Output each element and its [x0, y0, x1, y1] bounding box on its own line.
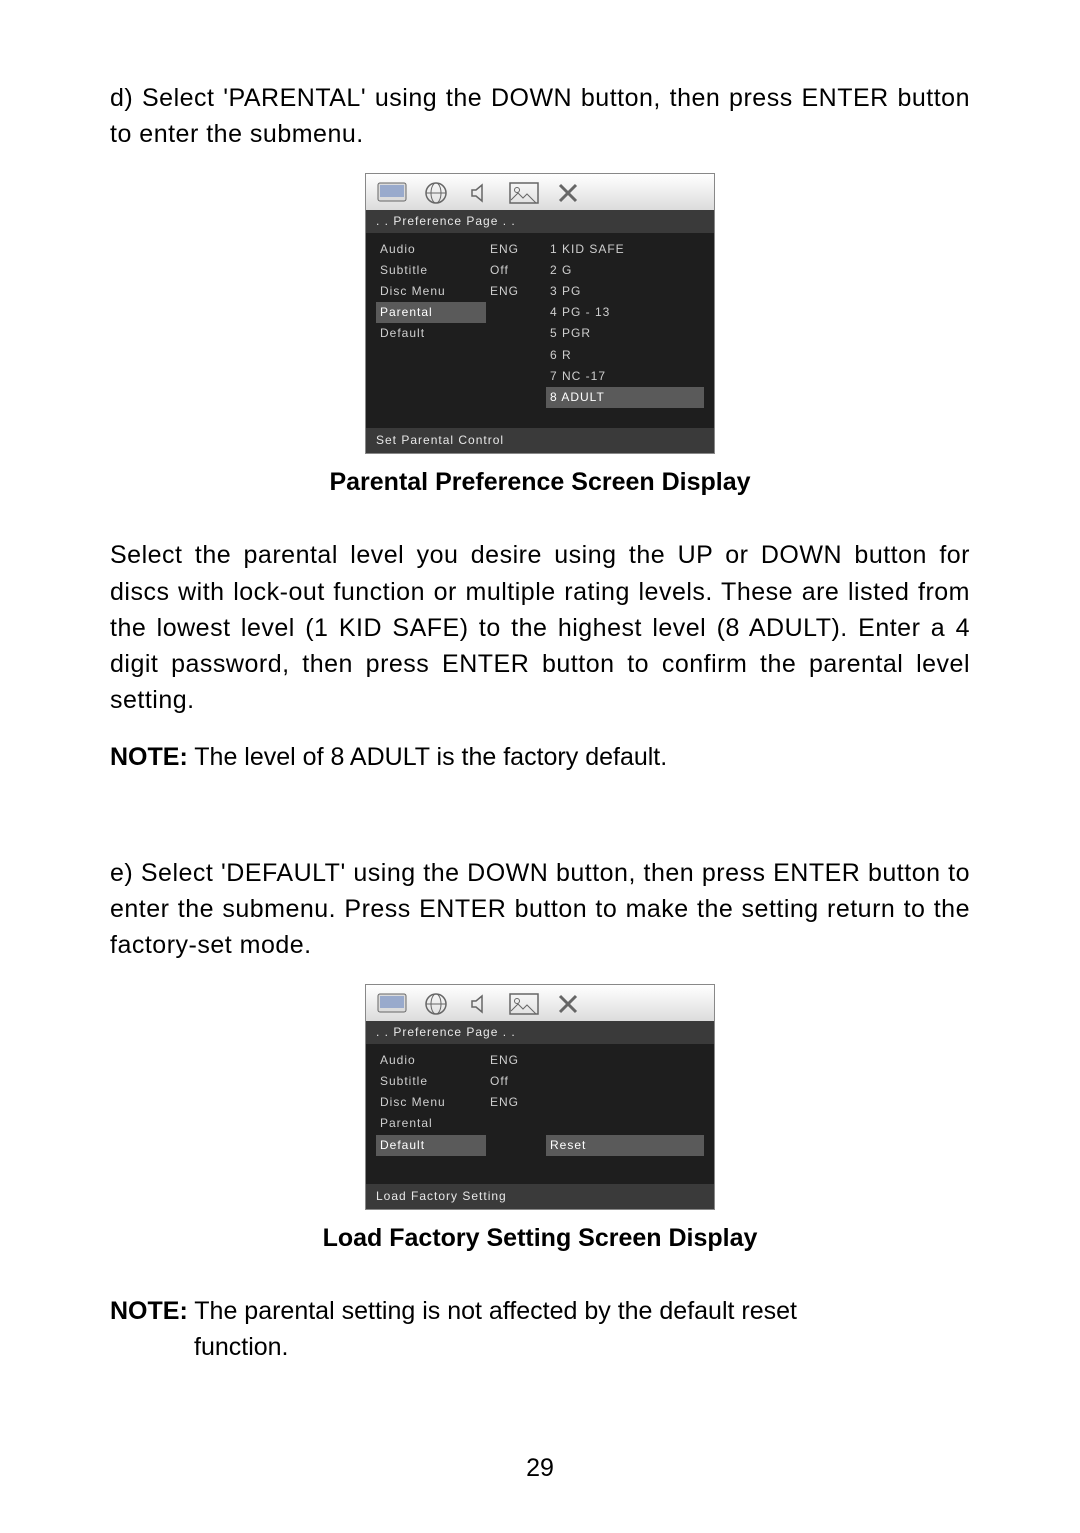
close-icon	[552, 180, 584, 206]
rating-option[interactable]: 2 G	[546, 260, 704, 281]
picture-icon	[508, 180, 540, 206]
caption-1: Parental Preference Screen Display	[110, 468, 970, 497]
screen-icon	[376, 991, 408, 1017]
osd1-body: Audio Subtitle Disc Menu Parental Defaul…	[366, 233, 714, 429]
note-1-text: The level of 8 ADULT is the factory defa…	[188, 743, 667, 771]
osd2-icon-row	[366, 985, 714, 1021]
menu-value: ENG	[486, 239, 546, 260]
osd2-labels-col: Audio Subtitle Disc Menu Parental Defaul…	[376, 1050, 486, 1164]
rating-option-selected[interactable]: 8 ADULT	[546, 387, 704, 408]
menu-value: ENG	[486, 1092, 546, 1113]
reset-option[interactable]: Reset	[546, 1135, 704, 1156]
paragraph-1: Select the parental level you desire usi…	[110, 537, 970, 718]
note-2-label: NOTE:	[110, 1297, 188, 1325]
menu-item[interactable]: Disc Menu	[376, 281, 486, 302]
menu-value	[486, 1115, 546, 1117]
rating-option[interactable]: 4 PG - 13	[546, 302, 704, 323]
menu-item[interactable]: Subtitle	[376, 260, 486, 281]
section-d-text-content: d) Select 'PARENTAL' using the DOWN butt…	[110, 84, 970, 148]
osd1-title: . . Preference Page . .	[366, 210, 714, 233]
globe-icon	[420, 991, 452, 1017]
osd2-body: Audio Subtitle Disc Menu Parental Defaul…	[366, 1044, 714, 1184]
osd2-options-col: Reset	[546, 1050, 704, 1164]
note-2-line2: function.	[110, 1329, 970, 1365]
osd1-status: Set Parental Control	[366, 428, 714, 453]
menu-item[interactable]: Parental	[376, 1113, 486, 1134]
section-e-text-content: e) Select 'DEFAULT' using the DOWN butto…	[110, 859, 970, 960]
rating-option[interactable]: 1 KID SAFE	[546, 239, 704, 260]
osd2-title: . . Preference Page . .	[366, 1021, 714, 1044]
section-e-text: e) Select 'DEFAULT' using the DOWN butto…	[110, 855, 970, 964]
menu-value	[486, 304, 546, 306]
osd1-values-col: ENG Off ENG	[486, 239, 546, 409]
menu-value: Off	[486, 1071, 546, 1092]
rating-option[interactable]: 3 PG	[546, 281, 704, 302]
menu-item[interactable]: Audio	[376, 1050, 486, 1071]
speaker-icon	[464, 180, 496, 206]
note-2-text-line1: The parental setting is not affected by …	[188, 1297, 797, 1325]
note-2: NOTE: The parental setting is not affect…	[110, 1293, 970, 1329]
note-1-label: NOTE:	[110, 743, 188, 771]
menu-item-selected[interactable]: Parental	[376, 302, 486, 323]
note-1: NOTE: The level of 8 ADULT is the factor…	[110, 739, 970, 775]
osd2-values-col: ENG Off ENG	[486, 1050, 546, 1164]
osd-default: . . Preference Page . . Audio Subtitle D…	[365, 984, 715, 1210]
menu-item[interactable]: Subtitle	[376, 1071, 486, 1092]
caption-2: Load Factory Setting Screen Display	[110, 1224, 970, 1253]
osd-parental: . . Preference Page . . Audio Subtitle D…	[365, 173, 715, 455]
osd1-options-col: 1 KID SAFE 2 G 3 PG 4 PG - 13 5 PGR 6 R …	[546, 239, 704, 409]
menu-item-selected[interactable]: Default	[376, 1135, 486, 1156]
globe-icon	[420, 180, 452, 206]
speaker-icon	[464, 991, 496, 1017]
osd2-status: Load Factory Setting	[366, 1184, 714, 1209]
screen-icon	[376, 180, 408, 206]
menu-item[interactable]: Default	[376, 323, 486, 344]
section-d-text: d) Select 'PARENTAL' using the DOWN butt…	[110, 80, 970, 153]
rating-option[interactable]: 5 PGR	[546, 323, 704, 344]
menu-value: Off	[486, 260, 546, 281]
menu-value: ENG	[486, 281, 546, 302]
osd-icon-row	[366, 174, 714, 210]
menu-value: ENG	[486, 1050, 546, 1071]
rating-option[interactable]: 6 R	[546, 345, 704, 366]
picture-icon	[508, 991, 540, 1017]
page-number: 29	[0, 1454, 1080, 1483]
menu-item[interactable]: Audio	[376, 239, 486, 260]
osd1-labels-col: Audio Subtitle Disc Menu Parental Defaul…	[376, 239, 486, 409]
rating-option[interactable]: 7 NC -17	[546, 366, 704, 387]
close-icon	[552, 991, 584, 1017]
menu-item[interactable]: Disc Menu	[376, 1092, 486, 1113]
